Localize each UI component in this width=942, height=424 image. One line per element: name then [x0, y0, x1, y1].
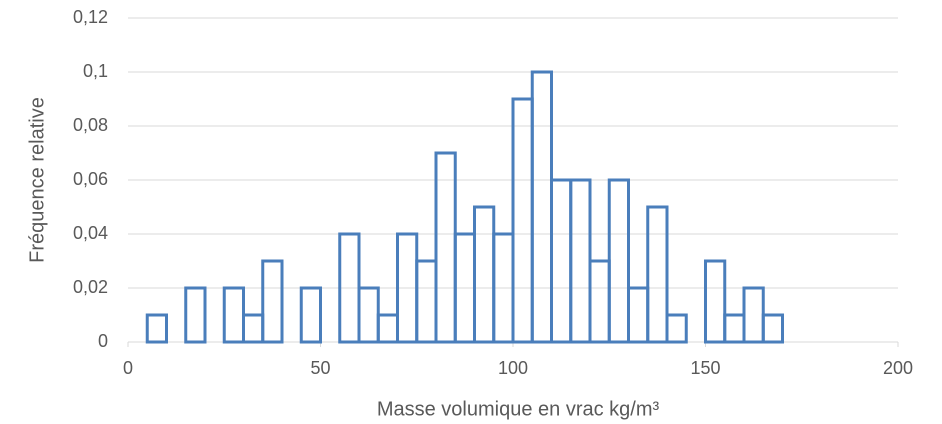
bar [742, 286, 765, 344]
bar [569, 178, 592, 344]
bar [511, 97, 534, 344]
bar [588, 259, 611, 344]
x-tick-label: 200 [883, 358, 913, 378]
y-tick-label: 0,06 [73, 169, 108, 189]
bar [646, 205, 669, 344]
bar [299, 286, 322, 344]
bar [530, 70, 553, 344]
bar [184, 286, 207, 344]
x-tick-label: 100 [498, 358, 528, 378]
bar [242, 313, 265, 344]
y-tick-label: 0,12 [73, 7, 108, 27]
x-tick-label: 0 [123, 358, 133, 378]
bar [145, 313, 168, 344]
bar [761, 313, 784, 344]
y-axis-label: Fréquence relative [26, 97, 48, 263]
y-tick-label: 0,08 [73, 115, 108, 135]
y-tick-label: 0 [98, 331, 108, 351]
bar [434, 151, 457, 344]
bar [550, 178, 573, 344]
x-tick-label: 150 [690, 358, 720, 378]
y-tick-label: 0,02 [73, 277, 108, 297]
y-tick-label: 0,1 [83, 61, 108, 81]
bar [261, 259, 284, 344]
bar [704, 259, 727, 344]
bar [665, 313, 688, 344]
bar [723, 313, 746, 344]
x-axis-label: Masse volumique en vrac kg/m³ [377, 398, 660, 420]
bar [627, 286, 650, 344]
bar [607, 178, 630, 344]
x-tick-label: 50 [310, 358, 330, 378]
bar [376, 313, 399, 344]
bar [222, 286, 245, 344]
bar [357, 286, 380, 344]
bar [415, 259, 438, 344]
y-tick-label: 0,04 [73, 223, 108, 243]
bar [473, 205, 496, 344]
